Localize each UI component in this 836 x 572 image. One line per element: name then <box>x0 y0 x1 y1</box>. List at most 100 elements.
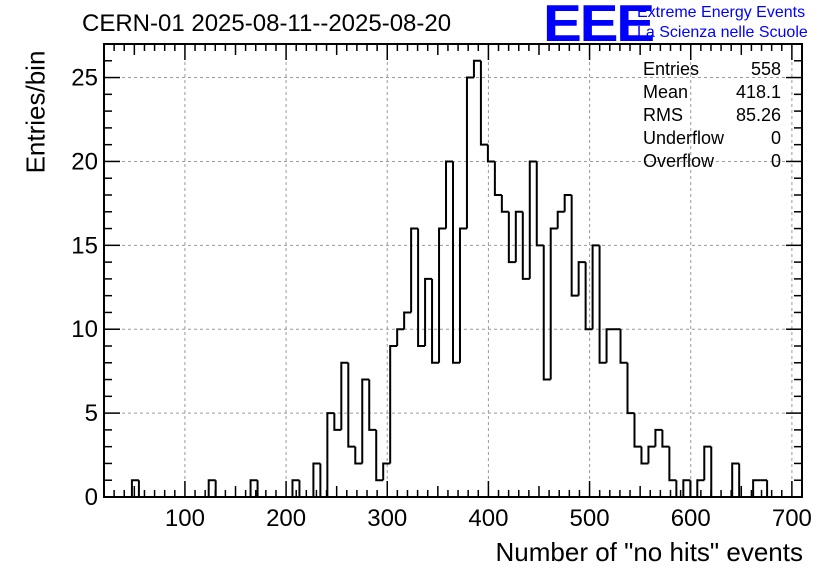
histogram-bin <box>130 479 139 497</box>
histogram-bin <box>207 479 216 497</box>
histogram-bin <box>465 76 474 229</box>
histogram-bin <box>340 361 349 430</box>
histogram-bin <box>249 479 258 497</box>
histogram-bin <box>675 480 684 498</box>
histogram-bin <box>382 462 391 481</box>
histogram-bin <box>584 262 593 331</box>
histogram-bin <box>368 379 377 431</box>
x-tick-label: 700 <box>772 505 812 532</box>
histogram-bin <box>542 245 551 381</box>
histogram-bin <box>633 413 642 448</box>
histogram-bin <box>605 328 614 363</box>
histogram-bin <box>647 445 656 464</box>
stats-row-entries: Entries 558 <box>643 58 781 81</box>
histogram-bin <box>424 277 433 346</box>
histogram-bin <box>577 261 586 296</box>
histogram-bin <box>214 480 223 498</box>
x-tick-label: 200 <box>266 505 306 532</box>
histogram-bin <box>493 161 502 196</box>
histogram-bin <box>458 227 467 363</box>
stats-label: Overflow <box>643 151 715 171</box>
histogram-bin <box>549 227 558 380</box>
stats-label: Entries <box>643 59 700 79</box>
y-tick-label: 20 <box>71 148 98 175</box>
histogram-bin <box>563 194 572 212</box>
x-tick-label: 300 <box>367 505 407 532</box>
histogram-bin <box>682 479 691 497</box>
stats-value: 85.26 <box>735 105 781 125</box>
histogram-bin <box>710 446 719 498</box>
histogram-bin <box>500 195 509 213</box>
logo-caption: Extreme Energy Events La Scienza nelle S… <box>637 3 808 43</box>
y-tick-label: 0 <box>85 484 98 511</box>
histogram-bin <box>703 445 712 481</box>
histogram-bin <box>298 480 307 498</box>
stats-row-underflow: Underflow 0 <box>643 127 781 150</box>
plot-frame <box>103 43 803 498</box>
histogram-bin <box>654 428 663 447</box>
x-tick-label: 600 <box>671 505 711 532</box>
histogram-bin <box>472 59 481 78</box>
histogram-bin <box>696 479 705 497</box>
x-tick-label: 500 <box>570 505 610 532</box>
stats-value: 558 <box>750 59 781 79</box>
y-tick-label: 10 <box>71 316 98 343</box>
histogram-bin <box>731 462 740 497</box>
stats-row-overflow: Overflow 0 <box>643 150 781 173</box>
histogram-bin <box>479 60 488 146</box>
histogram-bin <box>410 227 419 313</box>
histogram-bin <box>445 160 453 229</box>
stats-value: 0 <box>770 151 781 171</box>
histogram-bin <box>752 479 761 497</box>
eee-logo: EEE <box>543 0 655 53</box>
histogram-bin <box>668 446 677 482</box>
histogram-bin <box>452 161 460 364</box>
stats-value: 418.1 <box>735 82 781 102</box>
x-tick-label: 100 <box>165 505 205 532</box>
histogram-bin <box>403 311 412 330</box>
histogram-bin <box>507 211 516 264</box>
logo-caption-line1: Extreme Energy Events <box>637 4 806 21</box>
histogram-bin <box>312 462 321 497</box>
stats-row-mean: Mean 418.1 <box>643 81 781 104</box>
y-tick-label: 5 <box>85 400 98 427</box>
stats-label: RMS <box>643 105 683 125</box>
stats-label: Underflow <box>643 128 725 148</box>
histogram-bin <box>291 479 300 497</box>
histogram-bin <box>486 144 495 163</box>
histogram-bin <box>375 429 384 482</box>
histogram-bin <box>333 413 342 431</box>
histogram-bin <box>528 160 537 279</box>
stats-row-rms: RMS 85.26 <box>643 104 781 127</box>
x-tick-label: 400 <box>468 505 508 532</box>
histogram-bin <box>626 362 635 415</box>
histogram-bin <box>661 429 670 448</box>
stats-value: 0 <box>770 128 781 148</box>
histogram-bin <box>256 480 265 498</box>
histogram-bin <box>521 211 530 280</box>
histogram-bin <box>514 210 523 263</box>
y-tick-label: 25 <box>71 65 98 92</box>
histogram-bin <box>389 345 398 464</box>
histogram-bin <box>619 329 628 364</box>
histogram-bin <box>556 210 565 229</box>
y-tick-label: 15 <box>71 232 98 259</box>
stats-label: Mean <box>643 82 689 102</box>
histogram-bin <box>591 244 600 330</box>
histogram-bin <box>347 362 356 448</box>
histogram-bin <box>361 378 370 464</box>
histogram-bin <box>640 446 649 465</box>
histogram-bin <box>417 228 426 347</box>
histogram-bin <box>326 412 335 497</box>
histogram-bin <box>738 463 747 498</box>
stats-box: Entries 558 Mean 418.1 RMS 85.26 Underfl… <box>643 58 781 173</box>
chart-title: CERN-01 2025-08-11--2025-08-20 <box>82 10 452 37</box>
histogram-bin <box>438 227 447 363</box>
logo-caption-line2: La Scienza nelle Scuole <box>637 24 808 41</box>
y-axis-label: Entries/bin <box>20 50 51 174</box>
histogram-bin <box>535 161 544 247</box>
histogram-bin <box>598 245 607 364</box>
histogram-bin <box>431 278 440 364</box>
